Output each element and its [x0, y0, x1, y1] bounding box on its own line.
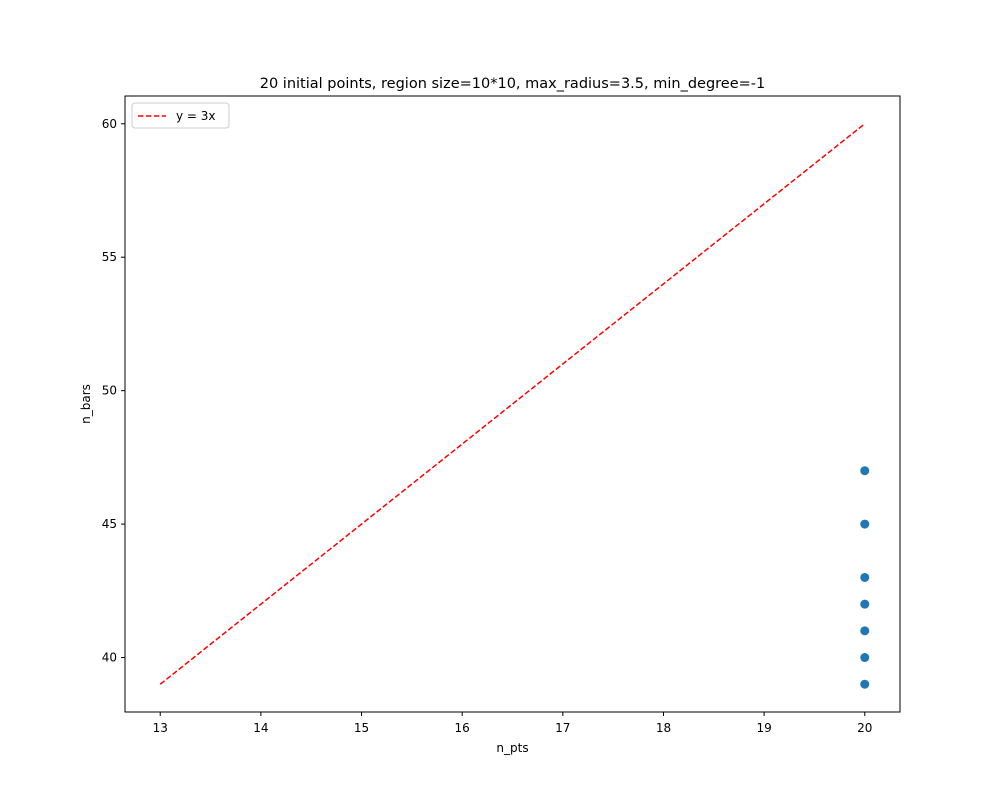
legend-label: y = 3x: [176, 109, 216, 123]
legend-box: [131, 102, 230, 129]
y-tick-label: 40: [102, 651, 117, 665]
x-tick-label: 17: [555, 721, 570, 735]
scatter-point: [860, 626, 870, 636]
scatter-point: [860, 466, 870, 476]
y-tick-label: 50: [102, 384, 117, 398]
y-axis-label: n_bars: [79, 384, 93, 424]
y-axis: 40 45 50 55 60: [102, 117, 125, 665]
scatter-point: [860, 599, 870, 609]
x-tick-label: 13: [153, 721, 168, 735]
y-tick-label: 60: [102, 117, 117, 131]
legend: y = 3x: [131, 102, 230, 129]
x-tick-label: 19: [756, 721, 771, 735]
x-tick-label: 16: [455, 721, 470, 735]
x-tick-label: 20: [857, 721, 872, 735]
x-tick-label: 14: [253, 721, 268, 735]
scatter-point: [860, 572, 870, 582]
x-axis: 13 14 15 16 17 18 19 20: [153, 712, 872, 735]
x-tick-label: 15: [354, 721, 369, 735]
plot-layer: [159, 123, 870, 689]
x-axis-label: n_pts: [496, 741, 528, 755]
y-tick-label: 45: [102, 517, 117, 531]
scatter-point: [860, 653, 870, 663]
scatter-point: [860, 519, 870, 529]
chart-title: 20 initial points, region size=10*10, ma…: [260, 76, 766, 92]
x-tick-label: 18: [656, 721, 671, 735]
scatter-point: [860, 679, 870, 689]
y-tick-label: 55: [102, 250, 117, 264]
plot-frame: [124, 95, 901, 713]
